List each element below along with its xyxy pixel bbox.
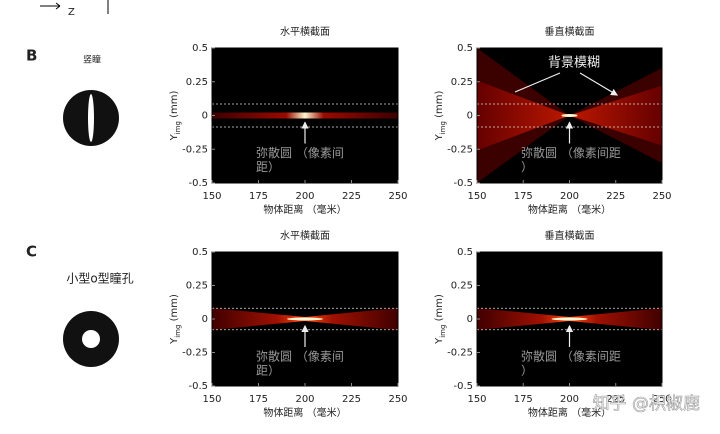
heatmap-panel: 弥散圆 （像素间距） 150 175 200 225 250 0.5 0.25 0 -0.25 -0… [434, 229, 672, 419]
y-axis-label-part: (mm) [169, 294, 180, 325]
y-axis-label: Yimg (mm) [434, 294, 447, 345]
annotation: 弥散圆 （像素间 [256, 145, 344, 160]
y-tick-label: 0 [467, 111, 473, 122]
x-tick-label: 225 [342, 394, 361, 405]
axis-icon [40, 0, 109, 14]
y-tick-label: 0 [467, 314, 473, 325]
x-tick-label: 250 [652, 191, 671, 202]
y-tick-label: 0 [202, 111, 208, 122]
annotation: 弥散圆 （像素间距 [521, 145, 621, 160]
x-tick-label: 150 [467, 394, 486, 405]
heatmap-panel: 弥散圆 （像素间距） 150 175 200 225 250 0.5 0.25 0 -0.25 -0… [169, 25, 408, 216]
y-tick-label: -0.25 [447, 144, 473, 155]
chart-title: 垂直横截面 [545, 25, 595, 38]
x-tick-label: 175 [249, 191, 268, 202]
y-axis-label-part: img [439, 121, 447, 134]
x-axis-label: 物体距离 （毫米） [263, 203, 346, 216]
x-tick-label: 175 [514, 191, 533, 202]
panel-label: C [26, 243, 37, 261]
annotation: 距） [256, 364, 280, 378]
x-axis-label: 物体距离 （毫米） [263, 406, 346, 419]
y-axis-label-part: Y [434, 337, 445, 345]
y-tick-label: -0.25 [182, 348, 208, 359]
x-tick-label: 200 [560, 191, 579, 202]
y-tick-label: 0.5 [192, 43, 208, 54]
blur-band [212, 112, 398, 119]
panels: 弥散圆 （像素间距）150 175 200 225 2500.50.250-0.25-0… [169, 25, 672, 419]
x-tick-label: 175 [249, 394, 268, 405]
focus-spot [287, 317, 323, 321]
y-tick-label: 0 [202, 314, 208, 325]
heatmap-panel: 弥散圆 （像素间距） 150 175 200 225 250 0.5 0.25 0 -0.25 -0… [169, 229, 408, 419]
x-tick-label: 225 [342, 191, 361, 202]
x-tick-label: 225 [606, 191, 625, 202]
pupil-slit [88, 94, 94, 142]
pupil-label: 小型o型瞳孔 [66, 271, 133, 286]
y-axis-label: Yimg (mm) [434, 91, 447, 142]
annotation: 背景模糊 [548, 55, 600, 71]
pupil-hole [82, 330, 100, 348]
panel-label: B [26, 47, 37, 65]
x-tick-label: 150 [202, 191, 221, 202]
y-tick-label: -0.5 [453, 178, 473, 189]
y-axis-label: Yimg (mm) [169, 294, 182, 345]
y-tick-label: -0.5 [453, 381, 473, 392]
y-axis-label-part: Y [169, 133, 180, 141]
x-tick-label: 175 [514, 394, 533, 405]
x-tick-label: 150 [467, 191, 486, 202]
x-tick-label: 250 [388, 394, 407, 405]
axis-z: Z [68, 7, 75, 18]
annotation: 距） [256, 160, 280, 174]
chart-title: 水平横截面 [280, 229, 330, 242]
annotation: 弥散圆 （像素间 [256, 349, 344, 364]
y-tick-label: 0.25 [186, 281, 208, 292]
x-tick-label: 250 [652, 394, 671, 405]
x-tick-label: 200 [560, 394, 579, 405]
y-axis-label-part: img [174, 325, 182, 338]
annotation: 弥散圆 （像素间距 [521, 349, 621, 364]
x-axis-label: 物体距离 （毫米） [528, 406, 611, 419]
y-axis-label-part: (mm) [434, 91, 445, 122]
x-tick-label: 200 [295, 394, 314, 405]
y-axis-label-part: Y [169, 337, 180, 345]
x-tick-label: 200 [295, 191, 314, 202]
x-tick-label: 150 [202, 394, 221, 405]
y-axis-label-part: img [174, 121, 182, 134]
y-axis-label-part: Y [434, 133, 445, 141]
watermark: 知乎 @枳椒鹿 [593, 394, 700, 414]
annotation: ） [521, 160, 533, 174]
chart-title: 垂直横截面 [545, 229, 595, 242]
y-tick-label: 0.5 [457, 43, 473, 54]
heatmap-panel: 弥散圆 （像素间距） 150 175 200 225 250 0.5 0.25 0 -0.25 -0… [434, 25, 672, 216]
focus-spot [551, 317, 588, 321]
chart-title: 水平横截面 [280, 25, 330, 38]
pupil-label: 竖瞳 [83, 54, 101, 66]
x-tick-label: 225 [606, 394, 625, 405]
y-axis-label: Yimg (mm) [169, 91, 182, 142]
y-tick-label: -0.25 [447, 348, 473, 359]
focus-spot [561, 114, 578, 117]
y-tick-label: -0.5 [188, 178, 208, 189]
y-tick-label: 0.25 [186, 77, 208, 88]
annotation-arrow [514, 72, 617, 95]
y-tick-label: 0.5 [192, 247, 208, 258]
y-tick-label: 0.25 [451, 281, 473, 292]
y-axis-label-part: (mm) [169, 91, 180, 122]
y-tick-label: 0.25 [451, 77, 473, 88]
x-axis-label: 物体距离 （毫米） [528, 203, 611, 216]
y-tick-label: -0.5 [188, 381, 208, 392]
x-tick-label: 250 [388, 191, 407, 202]
annotation: ） [521, 364, 533, 378]
y-axis-label-part: (mm) [434, 294, 445, 325]
y-tick-label: 0.5 [457, 247, 473, 258]
y-axis-label-part: img [439, 325, 447, 338]
y-tick-label: -0.25 [182, 144, 208, 155]
